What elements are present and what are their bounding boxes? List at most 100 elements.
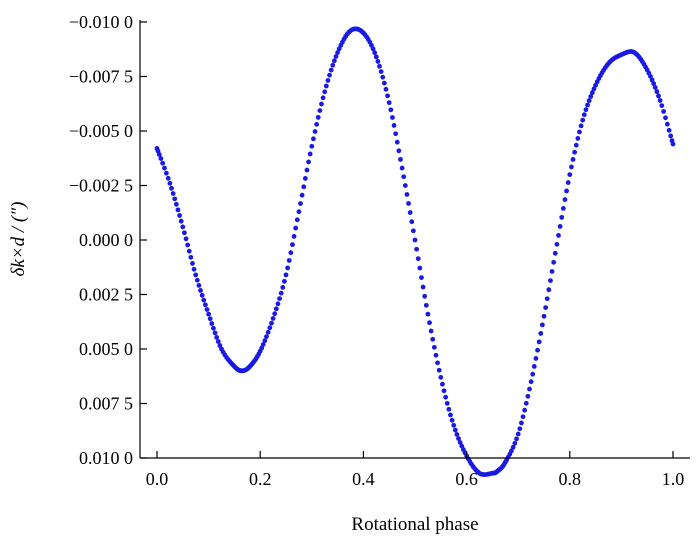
data-point bbox=[420, 284, 426, 290]
y-tick-label: −0.007 5 bbox=[69, 67, 133, 87]
data-point bbox=[522, 407, 528, 413]
data-point bbox=[212, 330, 218, 336]
data-point bbox=[294, 217, 300, 223]
data-point bbox=[552, 250, 558, 256]
data-point bbox=[559, 214, 565, 220]
data-point bbox=[270, 316, 276, 321]
data-point bbox=[509, 448, 514, 454]
data-point bbox=[664, 121, 670, 127]
data-point bbox=[178, 218, 184, 224]
data-point bbox=[209, 321, 215, 326]
data-point bbox=[528, 379, 534, 385]
x-tick-label: 0.0 bbox=[146, 469, 169, 489]
data-point bbox=[299, 192, 305, 198]
x-tick-label: 0.2 bbox=[249, 469, 272, 489]
data-point bbox=[385, 93, 390, 99]
data-point bbox=[288, 250, 294, 256]
data-point bbox=[165, 175, 171, 181]
data-point bbox=[536, 339, 542, 345]
data-point bbox=[531, 364, 537, 369]
data-point bbox=[657, 98, 663, 103]
data-point bbox=[668, 133, 674, 139]
data-point bbox=[311, 136, 316, 142]
data-point bbox=[283, 272, 289, 278]
data-point bbox=[317, 108, 323, 114]
data-point bbox=[539, 322, 545, 328]
data-point bbox=[391, 123, 397, 128]
data-point bbox=[562, 197, 568, 202]
data-point bbox=[190, 261, 195, 266]
data-point bbox=[438, 374, 444, 380]
data-point bbox=[409, 219, 415, 225]
data-point bbox=[556, 233, 561, 238]
data-point bbox=[430, 336, 436, 342]
y-tick-label: 0.000 0 bbox=[79, 230, 133, 250]
data-point bbox=[393, 131, 399, 137]
data-point bbox=[649, 77, 655, 83]
data-point bbox=[431, 344, 437, 350]
data-point bbox=[452, 427, 458, 433]
data-point bbox=[312, 129, 318, 134]
data-point bbox=[578, 123, 584, 129]
data-point bbox=[512, 440, 518, 446]
data-point bbox=[457, 440, 463, 445]
data-point bbox=[402, 183, 408, 188]
data-point bbox=[659, 103, 665, 109]
data-point bbox=[517, 426, 523, 432]
data-point bbox=[333, 54, 339, 59]
data-point bbox=[167, 180, 173, 186]
data-point bbox=[160, 160, 166, 166]
data-point bbox=[410, 228, 416, 234]
data-point bbox=[527, 386, 532, 392]
data-point bbox=[448, 412, 453, 418]
data-point bbox=[456, 436, 461, 441]
data-point bbox=[330, 62, 336, 68]
data-point bbox=[525, 393, 531, 399]
data-point bbox=[651, 81, 657, 86]
data-point bbox=[278, 290, 284, 296]
data-point bbox=[652, 85, 658, 90]
data-point bbox=[519, 420, 524, 426]
data-point bbox=[162, 165, 167, 171]
data-point bbox=[663, 115, 668, 121]
data-point bbox=[323, 83, 329, 89]
y-tick-label: 0.010 0 bbox=[79, 448, 133, 468]
data-point bbox=[554, 241, 560, 247]
y-tick-label: 0.005 0 bbox=[79, 339, 133, 359]
data-point bbox=[206, 311, 212, 317]
data-point bbox=[449, 417, 455, 423]
data-point bbox=[275, 301, 281, 307]
data-point bbox=[548, 278, 553, 284]
data-point bbox=[440, 381, 445, 387]
data-point bbox=[427, 320, 432, 326]
data-point bbox=[380, 74, 386, 80]
data-point bbox=[320, 95, 326, 101]
x-tick-label: 0.8 bbox=[559, 469, 582, 489]
data-point bbox=[285, 265, 291, 271]
data-point bbox=[386, 100, 392, 106]
data-point bbox=[577, 129, 582, 135]
data-point bbox=[272, 311, 278, 317]
data-point bbox=[273, 306, 279, 312]
data-point bbox=[383, 86, 389, 92]
data-point bbox=[388, 107, 394, 113]
data-point bbox=[177, 213, 182, 218]
data-point bbox=[298, 201, 303, 206]
data-point bbox=[322, 89, 328, 95]
data-point bbox=[580, 117, 586, 123]
data-point bbox=[328, 67, 334, 73]
data-point bbox=[173, 201, 179, 207]
data-point bbox=[169, 185, 174, 191]
data-point bbox=[207, 316, 213, 322]
y-tick-label: −0.010 0 bbox=[69, 12, 133, 32]
data-point bbox=[211, 325, 216, 331]
data-point bbox=[567, 172, 573, 178]
data-point bbox=[191, 266, 197, 272]
data-point bbox=[262, 338, 268, 344]
data-point bbox=[557, 224, 563, 229]
data-point bbox=[390, 115, 395, 120]
data-point bbox=[375, 59, 381, 64]
axes: −0.010 0 −0.007 5 −0.005 0 −0.002 5 0.000 0 0… bbox=[69, 12, 690, 489]
data-point bbox=[277, 296, 282, 301]
data-point bbox=[196, 283, 202, 288]
